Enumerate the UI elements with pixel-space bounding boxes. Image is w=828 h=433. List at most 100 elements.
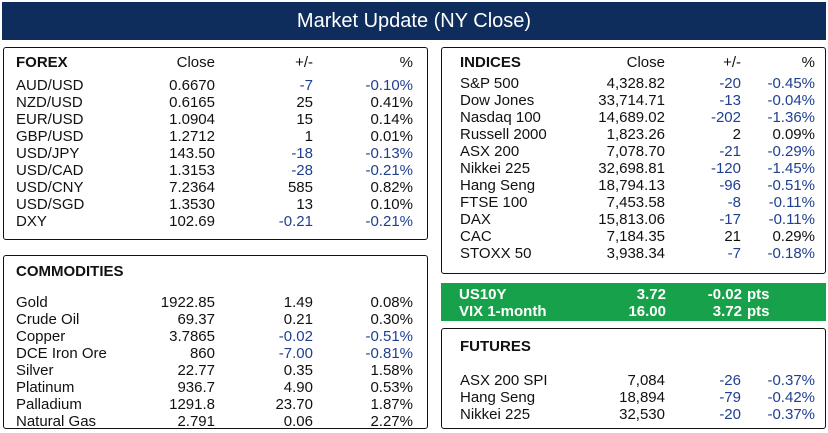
change-value: 0.21 xyxy=(283,311,313,328)
table-row: USD/JPY 143.50 -18 -0.13% xyxy=(4,145,427,162)
pct-value: -0.21% xyxy=(365,213,413,230)
instrument-name: Hang Seng xyxy=(460,177,536,194)
futures-title: FUTURES xyxy=(460,338,531,355)
instrument-name: ASX 200 SPI xyxy=(460,372,548,389)
change-value: -28 xyxy=(291,162,313,179)
change-value: 3.72 xyxy=(712,303,742,320)
pct-value: -0.18% xyxy=(767,245,815,262)
close-value: 18,894 xyxy=(619,389,665,406)
pct-value: 0.09% xyxy=(772,126,815,143)
change-value: -0.02 xyxy=(278,328,313,345)
change-value: -96 xyxy=(719,177,741,194)
close-value: 7.2364 xyxy=(169,179,215,196)
pct-value: 1.58% xyxy=(370,362,413,379)
change-value: -7 xyxy=(299,77,313,94)
indices-pct-header: % xyxy=(801,54,815,71)
instrument-name: STOXX 50 xyxy=(460,245,532,262)
close-value: 7,184.35 xyxy=(606,228,665,245)
instrument-name: DCE Iron Ore xyxy=(16,345,107,362)
close-value: 0.6165 xyxy=(169,94,215,111)
table-row: Dow Jones 33,714.71 -13 -0.04% xyxy=(442,92,825,109)
table-row: Nikkei 225 32,530 -20 -0.37% xyxy=(442,406,825,423)
table-row: USD/CAD 1.3153 -28 -0.21% xyxy=(4,162,427,179)
instrument-name: Hang Seng xyxy=(460,389,536,406)
close-value: 32,530 xyxy=(619,406,665,423)
table-row: USD/SGD 1.3530 13 0.10% xyxy=(4,196,427,213)
indices-panel: INDICES Close +/- % S&P 500 4,328.82 -20 -0… xyxy=(441,47,826,274)
pct-value: 0.53% xyxy=(370,379,413,396)
instrument-name: USD/CAD xyxy=(16,162,84,179)
commodities-panel: COMMODITIES Gold 1922.85 1.49 0.08% Crude O… xyxy=(3,255,428,430)
pct-value: -0.51% xyxy=(365,328,413,345)
table-row: DAX 15,813.06 -17 -0.11% xyxy=(442,211,825,228)
close-value: 32,698.81 xyxy=(598,160,665,177)
change-value: -7 xyxy=(727,245,741,262)
instrument-name: ASX 200 xyxy=(460,143,520,160)
indices-title: INDICES xyxy=(460,54,521,71)
instrument-name: Gold xyxy=(16,294,48,311)
futures-panel: FUTURES ASX 200 SPI 7,084 -26 -0.37% Hang S… xyxy=(441,328,826,429)
change-value: 1 xyxy=(304,128,313,145)
change-value: -202 xyxy=(710,109,741,126)
pct-value: -0.45% xyxy=(767,75,815,92)
instrument-name: CAC xyxy=(460,228,492,245)
close-value: 3.72 xyxy=(636,286,666,303)
pct-value: -1.45% xyxy=(767,160,815,177)
close-value: 15,813.06 xyxy=(598,211,665,228)
pct-value: 0.29% xyxy=(772,228,815,245)
change-value: -120 xyxy=(710,160,741,177)
close-value: 936.7 xyxy=(177,379,215,396)
change-value: -79 xyxy=(719,389,741,406)
instrument-name: VIX 1-month xyxy=(459,303,547,320)
unit-label: pts xyxy=(747,286,770,303)
table-row: Crude Oil 69.37 0.21 0.30% xyxy=(4,311,427,328)
close-value: 7,084 xyxy=(627,372,665,389)
table-row: Nasdaq 100 14,689.02 -202 -1.36% xyxy=(442,109,825,126)
instrument-name: Natural Gas xyxy=(16,413,97,430)
table-row: ASX 200 7,078.70 -21 -0.29% xyxy=(442,143,825,160)
close-value: 7,078.70 xyxy=(606,143,665,160)
change-value: 4.90 xyxy=(283,379,313,396)
rates-panel: US10Y 3.72 -0.02 pts VIX 1-month 16.00 3.72 pt… xyxy=(441,283,826,321)
instrument-name: NZD/USD xyxy=(16,94,83,111)
pct-value: -0.37% xyxy=(767,372,815,389)
table-row: AUD/USD 0.6670 -7 -0.10% xyxy=(4,77,427,94)
change-value: -8 xyxy=(727,194,741,211)
table-row: Palladium 1291.8 23.70 1.87% xyxy=(4,396,427,413)
pct-value: -0.11% xyxy=(768,194,815,211)
pct-value: 0.01% xyxy=(370,128,413,145)
instrument-name: Platinum xyxy=(16,379,75,396)
forex-change-header: +/- xyxy=(295,54,313,71)
pct-value: 0.14% xyxy=(370,111,413,128)
page-title: Market Update (NY Close) xyxy=(296,9,532,32)
pct-value: 1.87% xyxy=(370,396,413,413)
instrument-name: Dow Jones xyxy=(460,92,535,109)
close-value: 1.3530 xyxy=(169,196,215,213)
table-row: NZD/USD 0.6165 25 0.41% xyxy=(4,94,427,111)
table-row: Hang Seng 18,794.13 -96 -0.51% xyxy=(442,177,825,194)
pct-value: 0.08% xyxy=(370,294,413,311)
close-value: 0.6670 xyxy=(169,77,215,94)
table-row: Gold 1922.85 1.49 0.08% xyxy=(4,294,427,311)
close-value: 14,689.02 xyxy=(598,109,665,126)
table-row: STOXX 50 3,938.34 -7 -0.18% xyxy=(442,245,825,262)
pct-value: 0.41% xyxy=(370,94,413,111)
close-value: 143.50 xyxy=(169,145,215,162)
close-value: 1922.85 xyxy=(160,294,215,311)
instrument-name: Russell 2000 xyxy=(460,126,547,143)
change-value: -0.02 xyxy=(707,286,742,303)
forex-close-header: Close xyxy=(176,54,215,71)
instrument-name: DAX xyxy=(460,211,491,228)
instrument-name: FTSE 100 xyxy=(460,194,528,211)
table-row: Russell 2000 1,823.26 2 0.09% xyxy=(442,126,825,143)
instrument-name: USD/JPY xyxy=(16,145,80,162)
instrument-name: Nasdaq 100 xyxy=(460,109,541,126)
change-value: -20 xyxy=(719,75,741,92)
instrument-name: Nikkei 225 xyxy=(460,406,531,423)
pct-value: -0.21% xyxy=(365,162,413,179)
pct-value: -0.04% xyxy=(767,92,815,109)
instrument-name: Palladium xyxy=(16,396,82,413)
table-row: S&P 500 4,328.82 -20 -0.45% xyxy=(442,75,825,92)
change-value: -18 xyxy=(291,145,313,162)
close-value: 102.69 xyxy=(169,213,215,230)
